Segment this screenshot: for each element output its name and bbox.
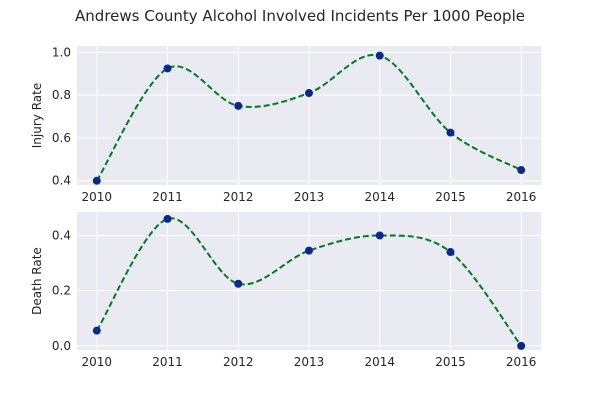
death-x-tick-label: 2016 [506, 355, 537, 369]
death-y-tick-label: 0.4 [52, 228, 71, 242]
injury-data-point [234, 101, 243, 110]
injury-x-tick-label: 2016 [506, 190, 537, 204]
injury-y-tick-label: 0.4 [52, 174, 71, 188]
death-x-tick-label: 2010 [82, 355, 113, 369]
death-data-point [446, 248, 455, 257]
injury-x-tick-label: 2014 [364, 190, 395, 204]
injury-x-tick-label: 2015 [435, 190, 466, 204]
death-rate-subplot: 2010 2011 2012 2013 2014 2015 2016 0.0 0.2 0.4 Dea… [30, 212, 541, 369]
death-data-point [92, 326, 101, 335]
injury-x-tick-label: 2010 [82, 190, 113, 204]
death-data-point [305, 246, 313, 255]
death-x-tick-label: 2012 [223, 355, 254, 369]
injury-data-point [517, 166, 526, 175]
injury-data-point [305, 89, 313, 98]
injury-data-point [446, 128, 455, 137]
death-y-axis-label: Death Rate [30, 247, 44, 315]
death-data-point [517, 341, 526, 350]
injury-data-point [163, 64, 172, 73]
injury-rate-subplot: 2010 2011 2012 2013 2014 2015 2016 0.4 0.6 0.8 1.0… [30, 45, 541, 204]
death-x-tick-label: 2011 [152, 355, 183, 369]
injury-y-tick-label: 0.6 [52, 131, 71, 145]
injury-data-point [375, 51, 384, 60]
injury-data-point [92, 176, 101, 185]
death-y-tick-label: 0.0 [52, 339, 71, 353]
injury-y-tick-label: 1.0 [52, 45, 71, 59]
injury-y-axis-label: Injury Rate [30, 83, 44, 148]
injury-x-tick-label: 2011 [152, 190, 183, 204]
chart-title: Andrews County Alcohol Involved Incident… [75, 7, 525, 25]
death-data-point [234, 279, 243, 288]
death-y-tick-label: 0.2 [52, 284, 71, 298]
injury-y-tick-label: 0.8 [52, 88, 71, 102]
death-data-point [163, 214, 172, 223]
death-x-tick-label: 2013 [294, 355, 325, 369]
death-x-tick-label: 2015 [435, 355, 466, 369]
death-x-tick-label: 2014 [364, 355, 395, 369]
injury-x-tick-label: 2012 [223, 190, 254, 204]
injury-x-tick-label: 2013 [294, 190, 325, 204]
death-data-point [375, 231, 384, 240]
